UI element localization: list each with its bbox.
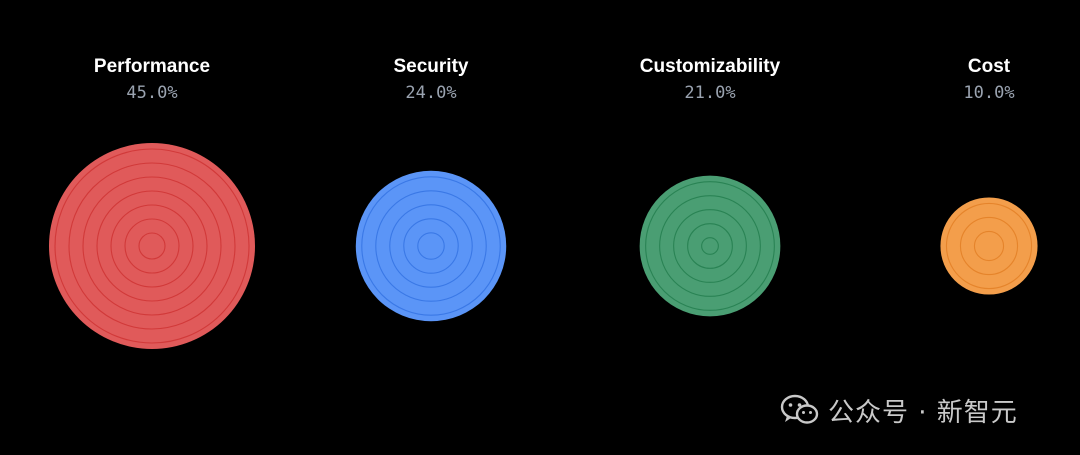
bubble-ring-performance-1 — [68, 162, 236, 330]
bubble-group-performance: Performance 45.0% — [49, 56, 255, 349]
category-label-customizability: Customizability — [640, 56, 781, 77]
bubble-ring-performance-4 — [110, 204, 194, 288]
category-label-performance: Performance — [94, 56, 210, 77]
bubble-ring-security-1 — [375, 190, 487, 302]
bubble-customizability — [639, 175, 781, 317]
bubble-performance — [49, 143, 255, 349]
bubble-ring-security-2 — [389, 204, 473, 288]
bubble-ring-performance-2 — [82, 176, 222, 316]
bubble-ring-customizability-1 — [659, 195, 761, 297]
bubble-ring-performance-0 — [54, 148, 250, 344]
bubble-security — [355, 170, 507, 322]
bubble-ring-performance-3 — [96, 190, 208, 302]
wechat-icon — [780, 394, 820, 426]
bubble-ring-customizability-4 — [701, 237, 719, 255]
bubble-group-security: Security 24.0% — [355, 56, 507, 322]
value-label-security: 24.0% — [405, 83, 456, 103]
value-label-customizability: 21.0% — [684, 83, 735, 103]
bubble-ring-security-3 — [403, 218, 459, 274]
bubble-ring-customizability-3 — [687, 223, 733, 269]
bubble-cost — [940, 197, 1038, 295]
bubble-ring-customizability-0 — [645, 181, 775, 311]
bubble-ring-security-4 — [417, 232, 445, 260]
bubble-ring-cost-1 — [959, 216, 1019, 276]
value-label-performance: 45.0% — [126, 83, 177, 103]
watermark: 公众号 · 新智元 — [780, 390, 1018, 430]
category-label-cost: Cost — [968, 56, 1011, 77]
bubble-ring-security-0 — [361, 176, 501, 316]
bubble-ring-customizability-2 — [673, 209, 747, 283]
bubble-ring-cost-2 — [973, 230, 1005, 262]
bubble-group-customizability: Customizability 21.0% — [639, 56, 781, 317]
bubble-ring-cost-0 — [945, 202, 1033, 290]
value-label-cost: 10.0% — [963, 83, 1014, 103]
bubble-group-cost: Cost 10.0% — [940, 56, 1038, 295]
bubble-ring-performance-6 — [138, 232, 166, 260]
category-label-security: Security — [394, 56, 469, 77]
watermark-text: 公众号 · 新智元 — [828, 397, 1018, 428]
bubble-ring-performance-5 — [124, 218, 180, 274]
